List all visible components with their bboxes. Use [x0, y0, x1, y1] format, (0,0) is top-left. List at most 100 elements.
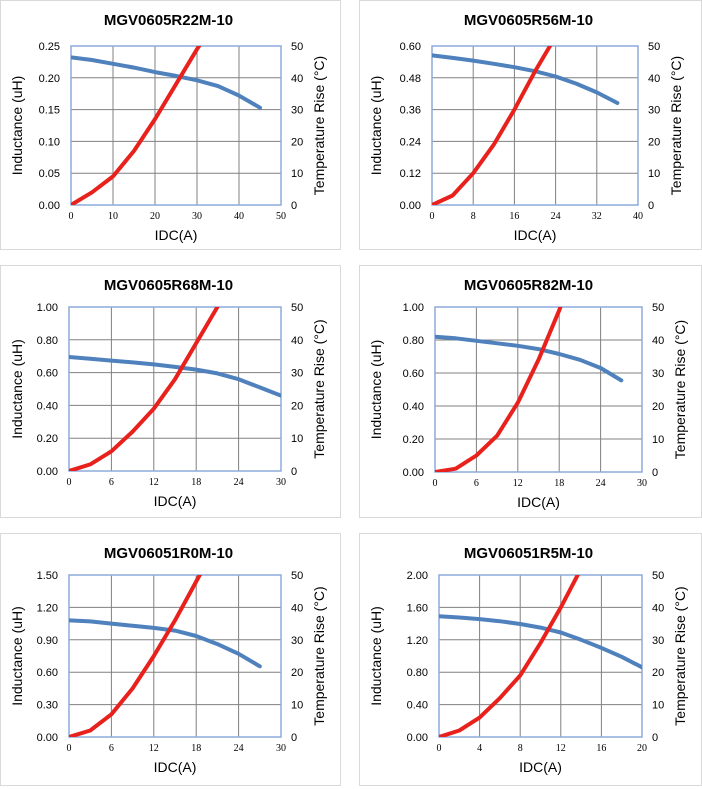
series-group — [71, 46, 262, 205]
y2-tick-label: 40 — [648, 73, 660, 85]
chart-svg: MGV0605R82M-10 0.00 0.20 0.40 0.60 0.80 1.00 0 1… — [368, 277, 688, 510]
x-tick-label: 0 — [67, 743, 72, 754]
x-axis-label: IDC(A) — [514, 227, 557, 243]
temperature-rise-line — [69, 307, 220, 471]
temperature-rise-line — [432, 46, 553, 205]
y-tick-label: 0.00 — [37, 466, 58, 478]
temperature-rise-line — [69, 575, 203, 737]
y2-axis-label: Temperature Rise (°C) — [311, 586, 327, 725]
x-tick-label: 6 — [474, 478, 479, 489]
chart-svg: MGV06051R0M-10 0.00 0.30 0.60 0.90 1.20 1.50 0 1… — [9, 545, 327, 775]
y-tick-label: 0.00 — [403, 467, 424, 479]
x-tick-label: 40 — [234, 211, 244, 222]
y-tick-label: 1.50 — [37, 570, 58, 582]
x-tick-label: 0 — [433, 478, 438, 489]
x-axis-label: IDC(A) — [154, 493, 197, 509]
y2-tick-label: 50 — [291, 570, 303, 582]
y2-axis-label: Temperature Rise (°C) — [672, 320, 688, 459]
y2-tick-label: 30 — [291, 635, 303, 647]
y2-axis-label: Temperature Rise (°C) — [672, 586, 688, 725]
x-tick-label: 18 — [191, 743, 201, 754]
y2-tick-label: 30 — [291, 368, 303, 380]
x-tick-label: 4 — [477, 743, 482, 754]
y-tick-label: 0.25 — [39, 41, 60, 53]
inductance-line — [432, 53, 620, 105]
y-tick-label: 0.60 — [37, 368, 58, 380]
y-tick-label: 0.20 — [403, 434, 424, 446]
x-axis-label: IDC(A) — [517, 494, 560, 510]
y-tick-label: 1.20 — [37, 602, 58, 614]
chart-svg: MGV0605R68M-10 0.00 0.20 0.40 0.60 0.80 1.00 0 1… — [9, 277, 327, 509]
y2-tick-label: 40 — [291, 73, 303, 85]
y2-tick-label: 40 — [652, 335, 664, 347]
y2-tick-label: 10 — [652, 434, 664, 446]
y-tick-label: 1.20 — [407, 635, 428, 647]
x-tick-label: 18 — [554, 478, 564, 489]
y2-tick-label: 0 — [652, 467, 658, 479]
y-tick-label: 2.00 — [407, 570, 428, 582]
x-tick-label: 50 — [276, 211, 286, 222]
inductance-line — [69, 355, 281, 398]
y2-axis-label: Temperature Rise (°C) — [311, 319, 327, 458]
x-tick-label: 6 — [109, 743, 114, 754]
y-axis-label: Inductance (uH) — [368, 76, 384, 176]
y-tick-label: 0.90 — [37, 635, 58, 647]
x-tick-label: 12 — [513, 478, 523, 489]
chart-panel-2: MGV0605R56M-10 0.00 0.12 0.24 0.36 0.48 0.60 0 1… — [359, 0, 702, 250]
x-tick-label: 20 — [150, 211, 160, 222]
y2-tick-label: 0 — [652, 732, 658, 744]
y-tick-label: 0.48 — [400, 73, 421, 85]
y2-tick-label: 40 — [291, 602, 303, 614]
series-group — [439, 575, 642, 737]
x-tick-label: 18 — [191, 477, 201, 488]
temperature-rise-line — [71, 46, 202, 205]
y2-tick-label: 20 — [291, 136, 303, 148]
x-tick-label: 30 — [192, 211, 202, 222]
chart-svg: MGV0605R56M-10 0.00 0.12 0.24 0.36 0.48 0.60 0 1… — [368, 12, 684, 243]
chart-panel-5: MGV06051R0M-10 0.00 0.30 0.60 0.90 1.20 1.50 0 1… — [0, 533, 341, 786]
x-tick-label: 0 — [430, 211, 435, 222]
y-axis-label: Inductance (uH) — [368, 606, 384, 706]
y-axis-label: Inductance (uH) — [368, 340, 384, 440]
y-tick-label: 0.00 — [39, 200, 60, 212]
y-tick-label: 0.20 — [39, 73, 60, 85]
x-tick-label: 16 — [596, 743, 606, 754]
x-tick-label: 24 — [234, 477, 244, 488]
chart-panel-1: MGV0605R22M-10 0.00 0.05 0.10 0.15 0.20 0.25 0 1… — [0, 0, 341, 250]
y2-tick-label: 30 — [652, 368, 664, 380]
series-group — [69, 575, 262, 737]
y2-tick-label: 30 — [652, 635, 664, 647]
y-tick-label: 0.40 — [403, 401, 424, 413]
x-tick-label: 6 — [109, 477, 114, 488]
y2-tick-label: 20 — [652, 401, 664, 413]
x-tick-label: 20 — [637, 743, 647, 754]
x-tick-label: 8 — [471, 211, 476, 222]
x-tick-label: 30 — [276, 743, 286, 754]
y2-axis-label: Temperature Rise (°C) — [311, 56, 327, 195]
series-group — [435, 307, 624, 472]
y-axis-label: Inductance (uH) — [9, 606, 25, 706]
x-tick-label: 24 — [234, 743, 244, 754]
y2-tick-label: 10 — [652, 700, 664, 712]
x-tick-label: 0 — [437, 743, 442, 754]
y2-tick-label: 20 — [652, 667, 664, 679]
y2-tick-label: 10 — [291, 168, 303, 180]
x-tick-label: 0 — [67, 477, 72, 488]
chart-title: MGV06051R5M-10 — [464, 545, 593, 562]
x-axis-label: IDC(A) — [154, 759, 197, 775]
y2-tick-label: 20 — [648, 136, 660, 148]
chart-title: MGV0605R82M-10 — [464, 277, 593, 294]
y-tick-label: 0.15 — [39, 105, 60, 117]
inductance-line — [439, 614, 642, 670]
plot-frame — [438, 574, 643, 738]
y2-axis-label: Temperature Rise (°C) — [668, 56, 684, 195]
series-group — [69, 307, 281, 471]
chart-panel-3: MGV0605R68M-10 0.00 0.20 0.40 0.60 0.80 1.00 0 1… — [0, 265, 341, 518]
y2-tick-label: 30 — [291, 105, 303, 117]
x-tick-label: 16 — [509, 211, 519, 222]
chart-panel-6: MGV06051R5M-10 0.00 0.40 0.80 1.20 1.60 2.00 0 1… — [359, 533, 702, 786]
y2-tick-label: 10 — [291, 433, 303, 445]
x-axis-label: IDC(A) — [155, 227, 198, 243]
chart-svg: MGV06051R5M-10 0.00 0.40 0.80 1.20 1.60 2.00 0 1… — [368, 545, 688, 775]
y2-tick-label: 40 — [652, 602, 664, 614]
